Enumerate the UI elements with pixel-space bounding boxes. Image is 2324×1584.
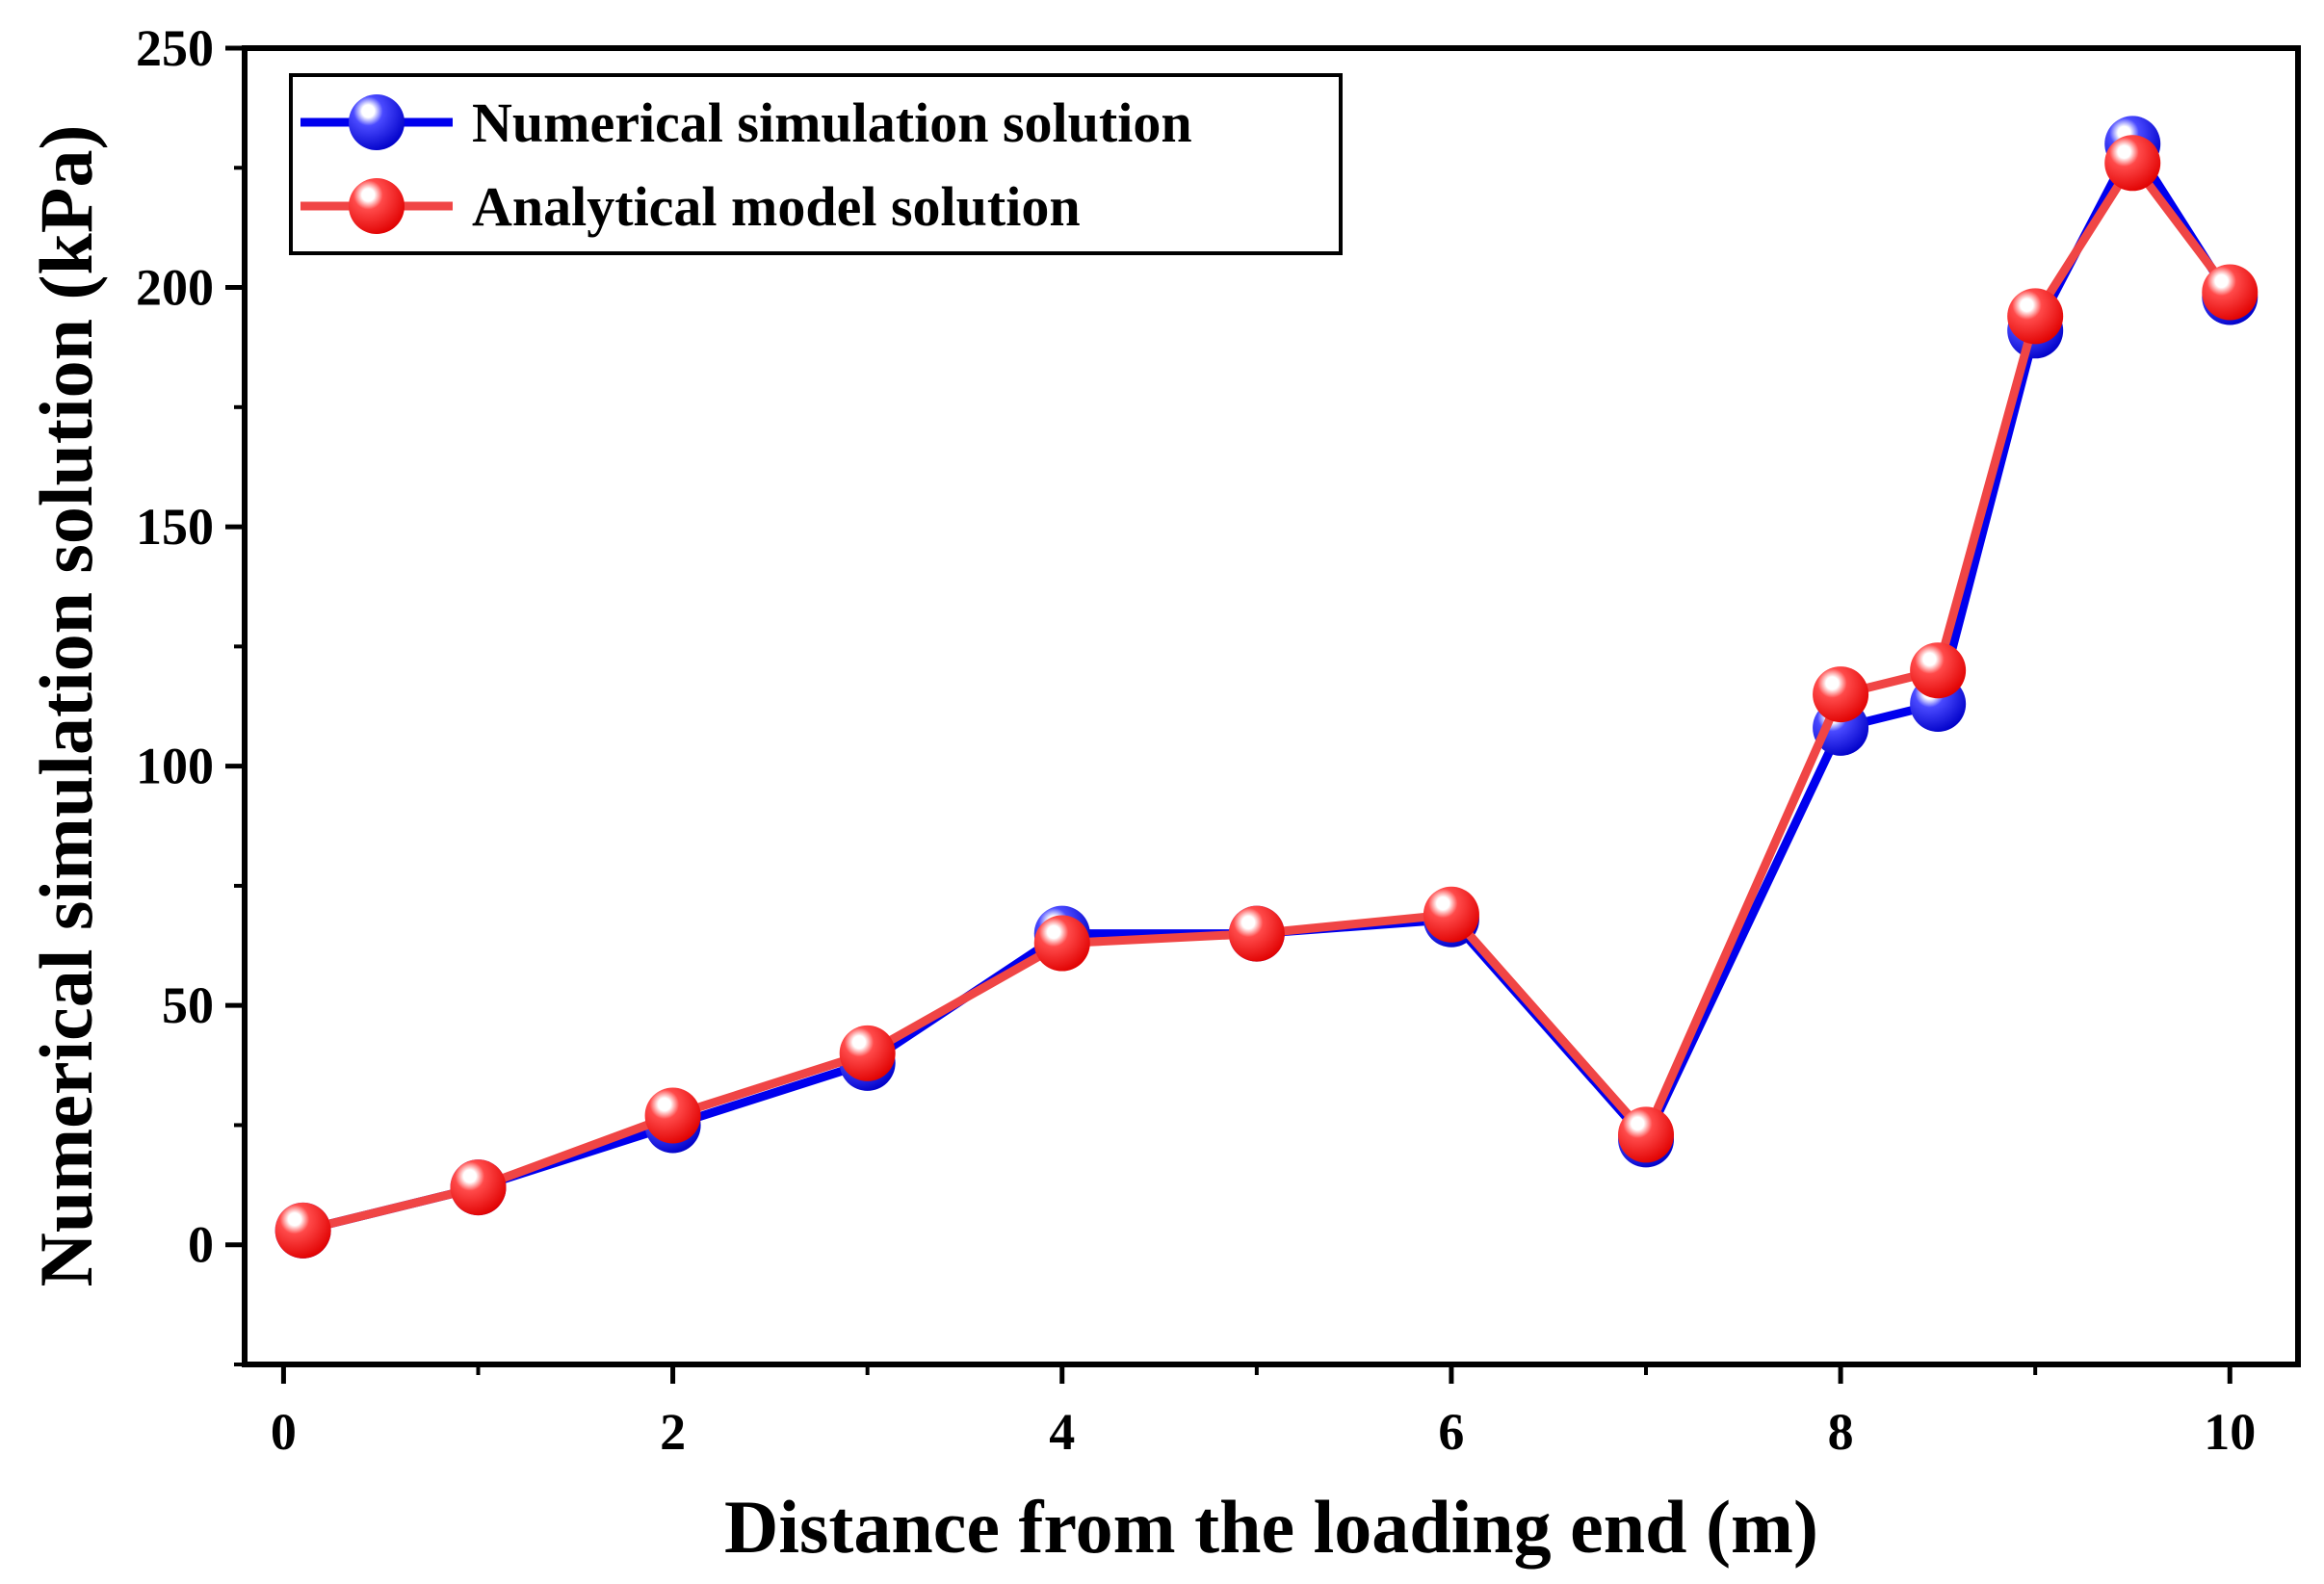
data-point-analytical	[1813, 666, 1869, 723]
series-numerical	[274, 116, 2259, 1259]
y-axis-title: Numerical simulation solution (kPa)	[24, 125, 108, 1287]
legend-label-numerical: Numerical simulation solution	[472, 91, 1192, 154]
legend: Numerical simulation solution Analytical…	[289, 73, 1343, 255]
data-point-analytical	[450, 1159, 507, 1216]
data-point-analytical	[1618, 1106, 1675, 1163]
y-tick-label: 150	[136, 498, 214, 556]
legend-box	[289, 73, 1343, 255]
x-tick-label: 8	[1828, 1403, 1854, 1461]
x-axis-title: Distance from the loading end (m)	[724, 1485, 1818, 1569]
legend-marker-analytical	[349, 178, 405, 234]
data-point-analytical	[274, 1202, 331, 1259]
legend-label-analytical: Analytical model solution	[472, 175, 1081, 238]
y-tick-label: 250	[136, 19, 214, 77]
data-point-analytical	[1423, 886, 1479, 943]
legend-marker-numerical	[349, 94, 405, 150]
data-point-analytical	[839, 1025, 896, 1081]
series-analytical	[274, 135, 2259, 1259]
plot-frame	[242, 45, 2301, 1367]
data-point-analytical	[2202, 264, 2259, 321]
y-tick-label: 0	[188, 1216, 214, 1274]
x-tick-label: 4	[1049, 1403, 1075, 1461]
data-point-analytical	[1910, 642, 1967, 699]
data-point-analytical	[1228, 905, 1285, 962]
x-tick-label: 0	[271, 1403, 297, 1461]
x-axis: 0 2 4 6 8 10	[271, 1364, 2256, 1461]
x-tick-label: 6	[1438, 1403, 1464, 1461]
y-tick-label: 50	[162, 976, 214, 1034]
data-point-analytical	[2007, 288, 2064, 345]
y-tick-label: 200	[136, 259, 214, 317]
y-axis: 0 50 100 150 200 250	[136, 19, 245, 1366]
y-tick-label: 100	[136, 738, 214, 795]
x-tick-label: 2	[660, 1403, 686, 1461]
x-tick-label: 10	[2204, 1403, 2256, 1461]
data-point-analytical	[2104, 135, 2161, 192]
data-point-analytical	[1033, 915, 1090, 972]
data-point-analytical	[644, 1087, 701, 1144]
